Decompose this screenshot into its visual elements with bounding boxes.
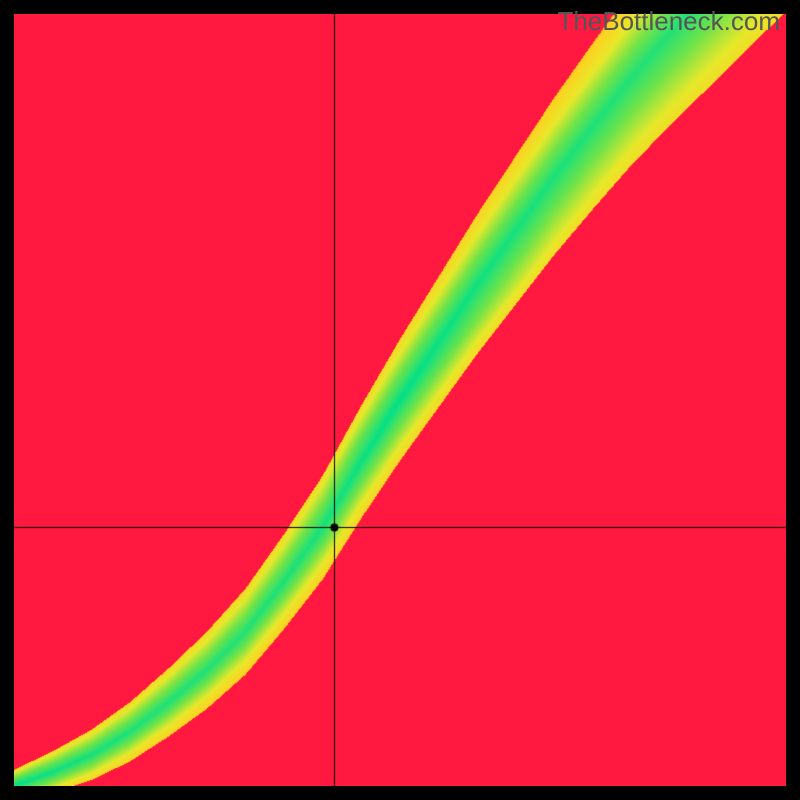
bottleneck-heatmap xyxy=(14,14,786,786)
watermark-text: TheBottleneck.com xyxy=(557,6,780,37)
